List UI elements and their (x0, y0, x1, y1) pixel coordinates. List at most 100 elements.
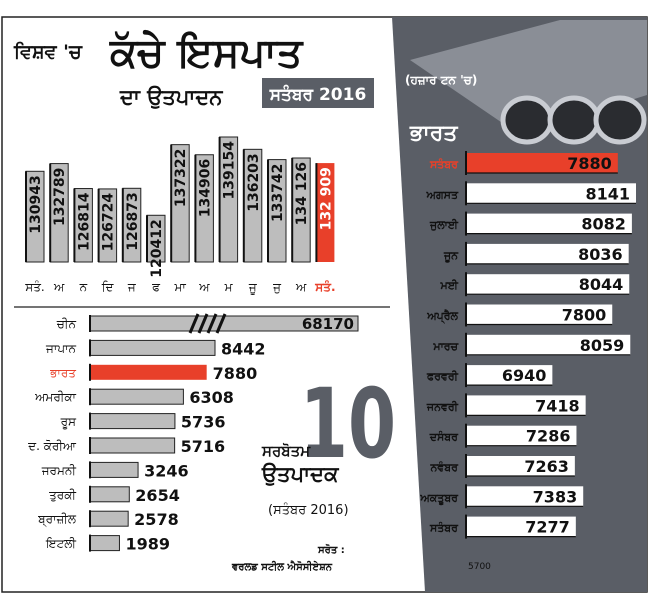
title-sub: ਦਾ ਉਤਪਾਦਨ (119, 85, 223, 109)
india-month-bar (466, 243, 629, 264)
month-bar-value: 139154 (222, 141, 238, 200)
india-month-value: 7277 (525, 518, 570, 537)
country-value: 5736 (181, 413, 226, 432)
big-label-1: ਸਰਬੋਤਮ (261, 442, 311, 460)
month-bar-value: 133742 (270, 164, 286, 222)
month-category: ਸਤੰ. (24, 280, 45, 294)
month-bar-value: 130943 (28, 175, 44, 233)
country-label: ਬ੍ਰਾਜ਼ੀਲ (37, 512, 77, 527)
india-month-value: 8082 (581, 215, 626, 234)
country-bar (89, 535, 120, 552)
india-month-value: 8044 (579, 275, 624, 294)
country-value: 5716 (181, 437, 226, 456)
country-label: ਦ. ਕੋਰੀਆ (27, 439, 77, 453)
country-label: ਭਾਰਤ (49, 366, 76, 380)
month-bar-value: 126873 (125, 192, 141, 250)
country-value: 2654 (135, 486, 180, 505)
month-bar-value: 132789 (52, 168, 68, 226)
month-category: ਦਿ (101, 280, 115, 294)
india-month-bar (466, 213, 632, 234)
month-bar-value: 136203 (246, 153, 262, 211)
india-month-value: 8141 (585, 184, 630, 203)
big-label-2: ਉਤਪਾਦਕ (261, 462, 340, 486)
month-bar-value: 126724 (101, 193, 117, 252)
month-category: ਮਾ (174, 280, 187, 294)
axis-break-mark (197, 313, 209, 334)
country-value: 68170 (302, 315, 354, 333)
country-bar (89, 486, 130, 503)
india-month-value: 7263 (524, 457, 569, 476)
month-category: ਜ (127, 280, 137, 294)
india-month-label: ਸਤੰਬਰ (429, 521, 459, 535)
india-month-label: ਨਵੰਬਰ (430, 460, 460, 474)
india-month-bar (466, 304, 613, 325)
month-bar-value: 137322 (173, 149, 189, 207)
month-bar (316, 163, 335, 262)
source-name: ਵਰਲਡ ਸਟੀਲ ਐਸੋਸੀਏਸ਼ਨ (231, 559, 333, 573)
month-bar-value: 132 909 (318, 167, 334, 230)
country-value: 2578 (134, 510, 179, 529)
country-label: ਰੂਸ (60, 415, 77, 430)
country-bar (90, 364, 207, 380)
india-month-bar (466, 516, 576, 537)
india-month-value: 7418 (535, 396, 580, 415)
title-badge-bg (262, 78, 374, 108)
month-category: ਜੁ (272, 280, 282, 294)
month-bar-value: 120412 (149, 219, 165, 277)
india-month-label: ਦਸੰਬਰ (429, 430, 459, 444)
month-category: ਫ (151, 280, 161, 294)
country-bars: ਚੀਨ 68170 ਜਾਪਾਨ 8442 ਭਾਰਤ 7880 ਅਮਰੀਕਾ 6308 ਰੂਸ 57… (27, 313, 359, 554)
india-title: ਭਾਰਤ (409, 121, 458, 146)
india-month-label: ਜੂਨ (443, 249, 459, 263)
country-bar (89, 437, 176, 454)
month-category: ਅ (53, 280, 65, 294)
month-category: ਸਤੰ. (314, 279, 335, 294)
india-month-bar (466, 153, 618, 173)
india-month-label: ਮਈ (440, 278, 459, 292)
unit-note: (ਹਜ਼ਾਰ ਟਨ 'ਚ) (405, 73, 477, 87)
india-month-value: 8059 (580, 336, 625, 355)
india-month-bar (466, 486, 584, 507)
india-month-label: ਅਗਸਤ (426, 188, 459, 201)
country-value: 8442 (221, 339, 266, 358)
country-value: 3246 (144, 461, 189, 480)
steel-pipes-icon (410, 20, 647, 145)
india-month-label: ਜਨਵਰੀ (426, 399, 459, 413)
country-label: ਅਮਰੀਕਾ (34, 390, 76, 404)
country-label: ਤੁਰਕੀ (48, 488, 76, 502)
india-month-label: ਸਤੰਬਰ (429, 157, 459, 171)
india-month-bar (466, 334, 631, 355)
india-month-value: 7286 (526, 427, 571, 446)
monthly-world-bars: 130943 132789 126814 126724 126873 120412 1373… (25, 136, 335, 278)
india-month-bar (466, 274, 630, 295)
axis-break-mark (206, 313, 218, 334)
axis-break-mark (188, 313, 200, 334)
country-bar (89, 510, 129, 527)
title-main: ਕੱਚੇ ਇਸਪਾਤ (109, 30, 304, 76)
india-month-value: 8036 (578, 245, 623, 264)
india-month-bar (466, 395, 586, 416)
country-label: ਜਰਮਨੀ (41, 463, 77, 477)
axis-break-mark (215, 313, 227, 334)
india-month-label: ਅਪ੍ਰੈਲ (426, 309, 458, 324)
month-bar-value: 126814 (76, 192, 92, 251)
month-category: ਮ (224, 280, 234, 294)
country-value: 7880 (213, 364, 258, 383)
country-bar (89, 413, 176, 430)
india-month-bar (466, 425, 577, 446)
country-bar (89, 388, 184, 405)
big-number: 10 (300, 367, 396, 479)
india-month-bar (466, 456, 575, 476)
india-month-value: 7880 (567, 154, 612, 173)
month-category: ਨ (79, 280, 88, 294)
title-badge: ਸਤੰਬਰ 2016 (269, 84, 367, 105)
month-bar-value: 134 126 (294, 162, 310, 225)
month-bar-value: 134906 (197, 159, 213, 217)
india-month-label: ਮਾਰਚ (432, 340, 458, 353)
india-monthly-bars: ਸਤੰਬਰ 7880 ਅਗਸਤ 8141 ਜੁਲਾਈ 8082 ਜੂਨ 8036 ਮਈ 8044 ਅ… (419, 151, 636, 539)
country-label: ਚੀਨ (56, 317, 77, 331)
big-label-3: (ਸਤੰਬਰ 2016) (268, 502, 349, 518)
country-label: ਇਟਲੀ (45, 537, 76, 551)
